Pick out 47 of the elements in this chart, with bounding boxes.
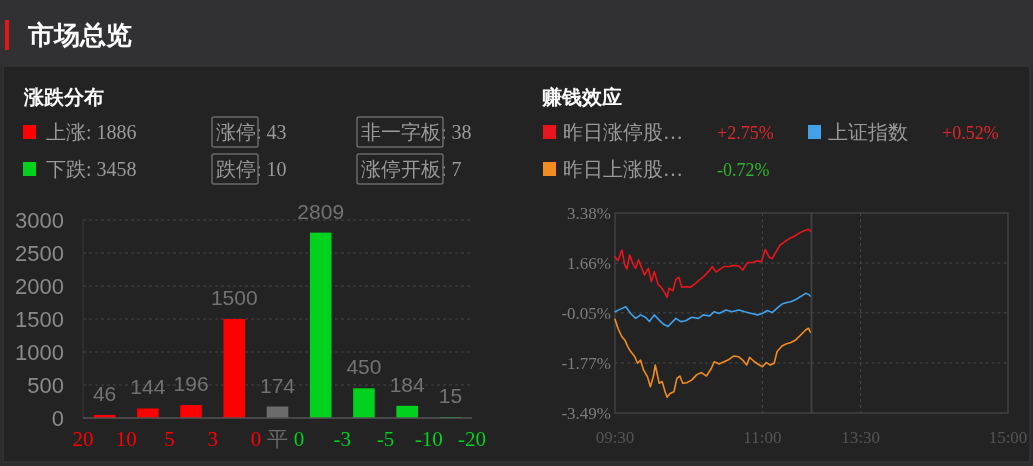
data-label: 196 [173, 372, 209, 396]
data-label: 174 [259, 373, 296, 397]
x-tick-label: -20 [458, 427, 486, 451]
chart-title: 涨跌分布 [23, 86, 104, 108]
text: 市场总览 [27, 20, 132, 50]
x-tick-label: 20 [72, 427, 94, 451]
x-tick-label: -5 [376, 427, 395, 451]
y-tick-label: 1500 [15, 307, 64, 332]
legend-label: 上证指数 [828, 121, 908, 143]
y-tick-label: 500 [27, 373, 64, 398]
stat: 涨停开板: 7 [356, 153, 462, 185]
y-tick-label: 1.66% [567, 254, 611, 274]
x-tick-label: -3 [333, 427, 352, 451]
data-label: 2809 [297, 199, 345, 223]
y-tick-label: 0 [51, 406, 64, 431]
x-tick-label: 10 [115, 427, 137, 451]
legend-label: 上涨: 1886 [46, 121, 137, 143]
text: +0.52% [942, 123, 999, 143]
data-label: 184 [389, 372, 425, 396]
x-tick-label: 平 [267, 427, 288, 451]
stat: 涨停: 43 [211, 116, 287, 148]
data-label: 450 [346, 355, 382, 379]
data-label: 46 [92, 381, 117, 405]
stat: 非一字板: 38 [356, 116, 472, 148]
legend-label: 下跌: 3458 [46, 158, 137, 180]
text: +2.75% [717, 123, 774, 143]
data-label: 15 [438, 384, 463, 408]
y-tick-label: 1000 [15, 340, 64, 365]
legend-label: 昨日上涨股… [563, 158, 683, 180]
x-tick-label: 0 [293, 427, 305, 451]
legend-label: 昨日涨停股… [563, 121, 683, 143]
x-tick-label: 3 [207, 427, 218, 451]
y-tick-label: -0.05% [561, 303, 611, 323]
text: -0.72% [717, 160, 770, 180]
data-label: 144 [130, 375, 166, 399]
y-tick-label: 3.38% [567, 204, 611, 223]
x-tick-label: 0 [250, 427, 262, 451]
x-tick-label: -10 [414, 427, 443, 451]
x-tick-label: 5 [164, 427, 175, 451]
chart-title: 赚钱效应 [541, 86, 622, 108]
y-tick-label: 2000 [15, 274, 64, 299]
y-tick-label: -1.77% [561, 353, 611, 373]
y-tick-label: 3000 [15, 208, 64, 233]
stat: 跌停: 10 [211, 153, 287, 185]
y-tick-label: 2500 [15, 241, 64, 266]
data-label: 1500 [210, 286, 258, 309]
y-tick-label: -3.49% [561, 404, 611, 423]
